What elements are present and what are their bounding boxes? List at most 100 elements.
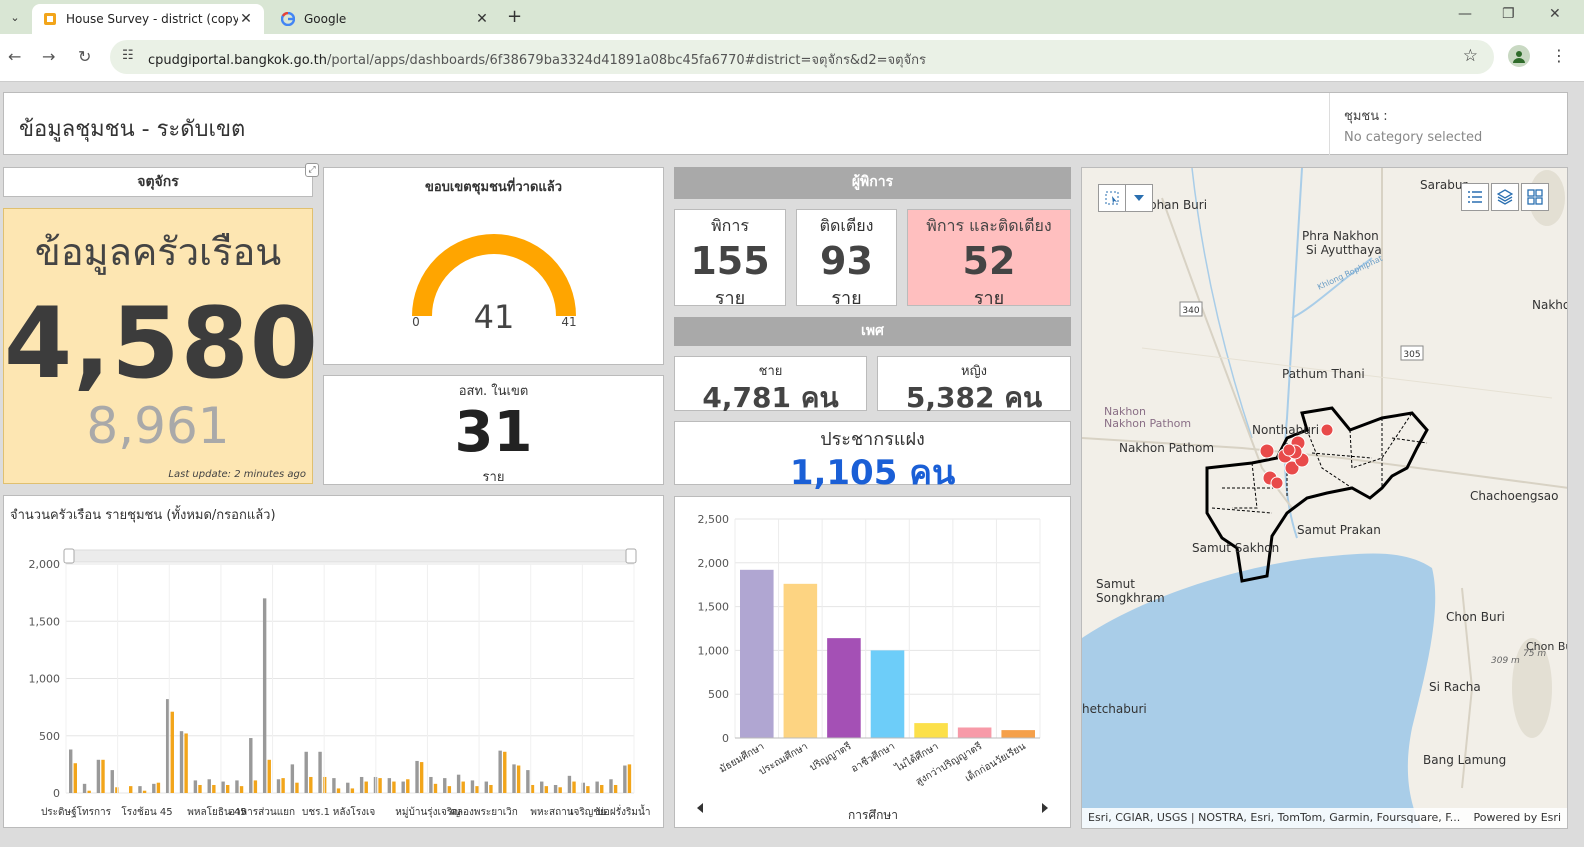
- bar: [69, 749, 73, 793]
- community-markers[interactable]: [1259, 423, 1334, 490]
- select-tool-icon[interactable]: [1098, 184, 1126, 212]
- bar: [498, 750, 502, 793]
- close-tab-icon[interactable]: ✕: [240, 11, 252, 27]
- female-value: 5,382 คน: [905, 381, 1043, 414]
- bar: [957, 727, 992, 738]
- bar: [115, 787, 119, 793]
- bar: [198, 784, 202, 793]
- site-info-icon[interactable]: ☷: [122, 48, 134, 63]
- scroll-right-icon[interactable]: [1042, 803, 1048, 813]
- bar: [142, 790, 147, 793]
- bar: [304, 751, 308, 793]
- bar: [152, 783, 156, 793]
- disabled-card: พิการ 155 ราย: [674, 209, 786, 309]
- place-label: Si Ayutthaya: [1306, 243, 1382, 257]
- x-tick-label: บ่อฝรั่งริมน้ำ: [598, 804, 651, 818]
- bar: [165, 699, 170, 793]
- place-label: Nakhon Pathom: [1104, 417, 1191, 430]
- place-label: Bang Lamung: [1423, 753, 1506, 767]
- bar: [87, 790, 91, 793]
- bedridden-unit: ราย: [831, 288, 862, 309]
- bookmark-star-icon[interactable]: ☆: [1462, 46, 1478, 66]
- bar: [415, 760, 419, 793]
- asst-unit: ราย: [482, 470, 505, 485]
- community-selector[interactable]: ชุมชน : No category selected: [1329, 93, 1569, 156]
- close-tab-icon[interactable]: ✕: [476, 11, 488, 27]
- powered-by-esri[interactable]: Powered by Esri: [1473, 811, 1561, 824]
- tab-search-chevron-icon[interactable]: ⌄: [10, 10, 20, 24]
- place-label: Chon Bur: [1526, 640, 1568, 653]
- bar: [110, 770, 114, 793]
- place-label: Samut Sakhon: [1192, 541, 1279, 555]
- bar: [276, 779, 281, 793]
- gauge-max: 41: [561, 315, 576, 329]
- hills: [1512, 638, 1552, 738]
- bar: [489, 784, 493, 793]
- page-title: ข้อมูลชุมชน - ระดับเขต: [19, 117, 246, 142]
- address-bar[interactable]: ☷ cpudgiportal.bangkok.go.th/portal/apps…: [110, 40, 1494, 74]
- reload-icon[interactable]: ↻: [78, 47, 92, 66]
- tab-title: House Survey - district (copy): [66, 12, 238, 26]
- minimize-icon[interactable]: —: [1458, 6, 1472, 22]
- tab-house-survey[interactable]: House Survey - district (copy) ✕: [32, 4, 264, 34]
- bar: [249, 738, 253, 793]
- back-icon[interactable]: ←: [8, 47, 22, 66]
- y-tick-label: 2,500: [698, 513, 730, 526]
- male-value: 4,781 คน: [702, 381, 839, 414]
- gulf-of-thailand: [1082, 553, 1436, 828]
- expand-icon[interactable]: ⤢: [305, 163, 319, 177]
- bar: [193, 780, 198, 793]
- map-panel[interactable]: 340 305 Sarabur hophan Buri Phra Nakhon …: [1081, 167, 1568, 829]
- disabled-bedridden-unit: ราย: [973, 288, 1005, 309]
- new-tab-icon[interactable]: +: [507, 6, 523, 27]
- bar: [401, 781, 405, 793]
- profile-avatar-icon[interactable]: [1508, 45, 1530, 67]
- asst-caption: อสท. ในเขต: [458, 384, 529, 399]
- restore-icon[interactable]: ❐: [1502, 6, 1515, 22]
- select-dropdown-icon[interactable]: [1125, 184, 1153, 212]
- bar: [544, 786, 549, 793]
- road-label: 305: [1403, 350, 1420, 360]
- bar: [318, 751, 322, 793]
- browser-menu-icon[interactable]: ⋮: [1551, 46, 1567, 65]
- bar: [262, 598, 267, 793]
- bar: [623, 765, 627, 793]
- bar: [387, 778, 392, 793]
- forward-icon[interactable]: →: [42, 47, 56, 66]
- household-bar-chart-panel: จำนวนครัวเรือน รายชุมชน (ทั้งหมด/กรอกแล้…: [3, 495, 664, 828]
- scroll-left-icon[interactable]: [697, 803, 703, 813]
- bar: [740, 569, 774, 738]
- household-indicator: ข้อมูลครัวเรือน 4,580 8,961 Last update:…: [3, 208, 319, 484]
- bar: [627, 764, 632, 793]
- place-label: Samut Prakan: [1297, 523, 1381, 537]
- x-tick-label: บชร.1: [302, 807, 330, 818]
- layers-icon[interactable]: [1491, 183, 1519, 211]
- bar: [419, 762, 424, 793]
- district-selector[interactable]: จตุจักร: [3, 167, 313, 197]
- browser-toolbar: ← → ↻ ☷ cpudgiportal.bangkok.go.th/porta…: [0, 34, 1584, 82]
- basemap-gallery-icon[interactable]: [1521, 183, 1549, 211]
- asst-value: 31: [454, 400, 533, 465]
- bar: [290, 764, 295, 793]
- hidden-population-label: ประชากรแฝง: [820, 429, 925, 450]
- legend-icon[interactable]: [1461, 183, 1489, 211]
- bar-chart-title: จำนวนครัวเรือน รายชุมชน (ทั้งหมด/กรอกแล้…: [10, 508, 276, 523]
- bar: [96, 759, 101, 793]
- close-window-icon[interactable]: ✕: [1549, 6, 1561, 22]
- y-tick-label: 500: [39, 730, 60, 743]
- tab-google[interactable]: Google ✕: [270, 4, 500, 34]
- range-handle-left: [63, 548, 75, 564]
- place-label: Nonthaburi: [1252, 423, 1319, 437]
- bar: [870, 650, 905, 738]
- bar: [138, 786, 142, 793]
- asst-indicator: อสท. ในเขต 31 ราย: [323, 375, 664, 485]
- tab-title: Google: [304, 12, 347, 26]
- disabled-unit: ราย: [714, 288, 746, 309]
- household-value: 4,580: [4, 287, 319, 401]
- disabled-bedridden-label: พิการ และติดเตียง: [926, 216, 1052, 235]
- place-label: Sarabur: [1420, 178, 1467, 192]
- place-label: Pathum Thani: [1282, 367, 1365, 381]
- bar: [433, 783, 438, 793]
- female-card: หญิง 5,382 คน: [877, 356, 1071, 414]
- bar: [207, 779, 211, 793]
